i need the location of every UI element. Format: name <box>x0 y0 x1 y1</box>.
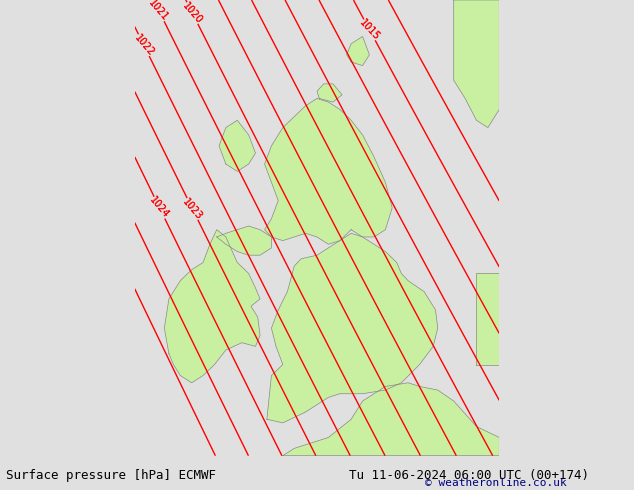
Polygon shape <box>347 36 370 66</box>
Polygon shape <box>219 121 256 172</box>
Polygon shape <box>477 273 500 365</box>
Polygon shape <box>317 84 342 102</box>
Text: 1024: 1024 <box>148 195 171 220</box>
Text: 1024: 1024 <box>148 195 171 220</box>
Text: 1020: 1020 <box>181 0 204 25</box>
Polygon shape <box>283 383 500 456</box>
Text: 1022: 1022 <box>132 32 156 58</box>
Text: 1015: 1015 <box>358 18 382 42</box>
Text: © weatheronline.co.uk: © weatheronline.co.uk <box>425 478 567 488</box>
Text: 1021: 1021 <box>147 0 171 23</box>
Text: Tu 11-06-2024 06:00 UTC (00+174): Tu 11-06-2024 06:00 UTC (00+174) <box>349 469 589 483</box>
Text: 1023: 1023 <box>181 196 204 221</box>
Text: 1021: 1021 <box>147 0 171 23</box>
Polygon shape <box>264 98 392 244</box>
Polygon shape <box>454 0 500 127</box>
Polygon shape <box>267 233 437 423</box>
Text: 1020: 1020 <box>181 0 204 25</box>
Text: 1015: 1015 <box>358 18 382 42</box>
Text: 1022: 1022 <box>132 32 156 58</box>
Polygon shape <box>217 226 271 255</box>
Polygon shape <box>164 230 260 383</box>
Text: Surface pressure [hPa] ECMWF: Surface pressure [hPa] ECMWF <box>6 469 216 483</box>
Text: 1023: 1023 <box>181 196 204 221</box>
